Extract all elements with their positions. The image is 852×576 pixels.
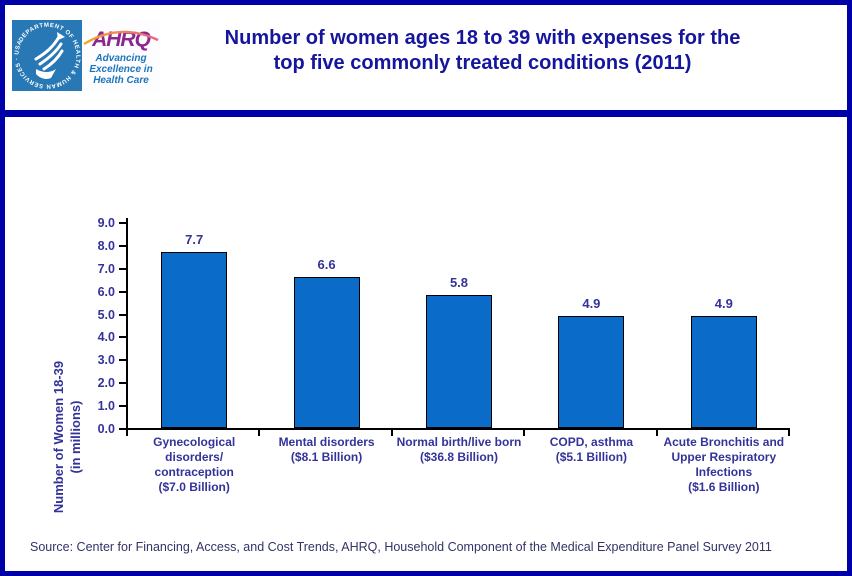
y-tick-label: 7.0 xyxy=(97,261,115,276)
page-title-line2: top five commonly treated conditions (20… xyxy=(273,52,692,74)
y-tick-mark xyxy=(119,428,126,430)
y-tick-label: 2.0 xyxy=(97,376,115,391)
x-axis-line xyxy=(126,428,790,430)
x-tick-mark xyxy=(788,430,790,436)
y-tick-mark xyxy=(119,405,126,408)
y-tick-mark xyxy=(119,267,126,270)
bar xyxy=(690,316,757,428)
y-tick-label: 1.0 xyxy=(97,399,115,414)
x-tick-mark xyxy=(523,430,526,436)
category-label: COPD, asthma ($5.1 Billion) xyxy=(549,435,634,464)
eagle-head xyxy=(57,32,65,40)
hhs-seal-logo: DEPARTMENT OF HEALTH & HUMAN SERVICES · … xyxy=(12,20,82,91)
x-tick-mark xyxy=(258,430,261,436)
source-note: Source: Center for Financing, Access, an… xyxy=(30,540,772,554)
y-tick-label: 0.0 xyxy=(97,422,115,436)
x-tick-mark xyxy=(390,430,393,436)
bar-value-label: 5.8 xyxy=(449,275,469,290)
ahrq-arc-graphic xyxy=(83,30,159,46)
bar xyxy=(161,252,228,428)
bar xyxy=(558,316,625,428)
y-tick-label: 9.0 xyxy=(97,216,115,230)
bar xyxy=(293,277,360,428)
bar-value-label: 7.7 xyxy=(185,232,204,247)
y-tick-mark xyxy=(119,382,126,385)
y-tick-mark xyxy=(119,222,126,224)
category-label: Acute Bronchitis and Upper Respiratory I… xyxy=(663,435,785,494)
y-tick-mark xyxy=(119,313,126,316)
y-axis-title-line1: Number of Women 18-39 xyxy=(51,360,66,514)
x-tick-mark xyxy=(655,430,658,436)
bar-chart: Number of Women 18-39 (in millions) 0.0 1… xyxy=(5,117,847,517)
y-tick-mark xyxy=(119,290,126,293)
y-axis-line xyxy=(126,218,128,430)
y-tick-mark xyxy=(119,244,126,247)
agency-logo-block: DEPARTMENT OF HEALTH & HUMAN SERVICES · … xyxy=(12,20,160,91)
ahrq-logo: AHRQ Advancing Excellence in Health Care xyxy=(82,20,160,91)
eagle-tail xyxy=(36,69,56,79)
bar-value-label: 4.9 xyxy=(714,296,733,311)
y-tick-mark xyxy=(119,336,126,339)
y-tick-label: 3.0 xyxy=(97,353,115,368)
y-tick-label: 8.0 xyxy=(97,238,115,253)
page-title: Number of women ages 18 to 39 with expen… xyxy=(170,26,795,76)
eagle-icon xyxy=(34,35,64,71)
category-label: Normal birth/live born ($36.8 Billion) xyxy=(396,435,522,464)
ahrq-tagline: Advancing Excellence in Health Care xyxy=(89,53,153,86)
bar-value-label: 6.6 xyxy=(317,257,336,272)
y-tick-label: 5.0 xyxy=(97,307,115,322)
category-label: Mental disorders ($8.1 Billion) xyxy=(278,435,375,464)
x-tick-mark xyxy=(126,430,128,436)
bar-value-label: 4.9 xyxy=(582,296,601,311)
bar xyxy=(426,295,492,428)
y-tick-label: 6.0 xyxy=(97,284,115,299)
page-title-line1: Number of women ages 18 to 39 with expen… xyxy=(224,27,741,49)
y-tick-label: 4.0 xyxy=(97,330,115,345)
header-divider-rule xyxy=(5,110,847,117)
y-tick-mark xyxy=(119,359,126,362)
category-label: Gynecological disorders/ contraception (… xyxy=(153,435,236,494)
